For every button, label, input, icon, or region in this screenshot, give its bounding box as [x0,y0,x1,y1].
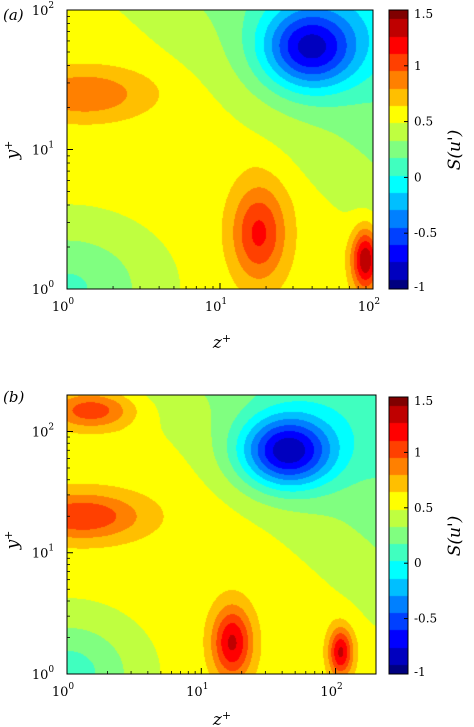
x-tick-base: 10 [186,685,203,700]
x-tick-base: 10 [358,300,375,315]
x-tick-base: 10 [52,300,69,315]
y-tick-exp: 0 [48,280,54,290]
y-tick-base: 10 [32,425,49,440]
colorbar-frame-b [388,396,409,675]
x-tick-label: 102 [320,682,342,700]
colorbar-tick-label: 1.5 [414,394,433,408]
x-tick-base: 10 [320,685,337,700]
x-axis-label-b: z+ [212,709,231,727]
y-tick-label: 100 [32,280,55,298]
colorbar-a [389,10,408,289]
colorbar-tick-label: -1 [414,665,426,679]
plot-frame-b [66,394,377,675]
y-tick-exp: 1 [48,544,54,554]
colorbar-label-b: S(u') [445,516,465,557]
colorbar-tick-label: -0.5 [414,226,437,240]
heatmap-canvas-b [67,395,376,674]
y-tick-exp: 1 [48,141,54,151]
x-tick-exp: 1 [221,297,227,307]
panel-label-a: (a) [3,6,24,24]
y-tick-base: 10 [32,668,49,683]
colorbar-canvas-a [389,10,408,289]
x-tick-base: 10 [205,300,222,315]
x-tick-exp: 2 [337,682,343,692]
colorbar-ticks-a: -1 -0.5 0 0.5 1 1.5 [404,7,437,294]
panel-label-b: (b) [3,388,24,406]
y-tick-base: 10 [32,283,49,298]
y-tick-base: 10 [32,144,49,159]
y-tick-label: 102 [32,1,54,19]
colorbar-tick-label: 0.5 [414,115,433,129]
x-tick-exp: 1 [203,682,209,692]
x-tick-exp: 2 [374,297,380,307]
colorbar-tick-label: 0.5 [414,501,433,515]
colorbar-tick-label: -0.5 [414,612,437,626]
x-tick-label: 102 [358,297,380,315]
heatmap-canvas-a [67,10,373,289]
y-tick-base: 10 [32,547,49,562]
colorbar-label-a: S(u') [445,130,465,171]
y-tick-label: 101 [32,544,54,562]
y-axis-label-a: y+ [2,141,24,161]
y-tick-exp: 2 [48,422,54,432]
heatmap-b [67,395,376,674]
x-ticks-b: 100 101 102 [52,668,377,700]
x-tick-label: 101 [205,297,227,315]
colorbar-tick-label: 1 [414,59,422,73]
colorbar-ticks-b: -1 -0.5 0 0.5 1 1.5 [404,394,437,679]
colorbar-tick-label: 1 [414,445,422,459]
colorbar-tick-label: 1.5 [414,7,433,21]
y-tick-exp: 0 [48,665,54,675]
colorbar-tick-label: -1 [414,280,426,294]
colorbar-b [389,397,408,674]
colorbar-canvas-b [389,397,408,674]
x-tick-base: 10 [52,685,69,700]
x-tick-exp: 0 [68,682,74,692]
colorbar-frame-a [388,9,409,290]
colorbar-tick-label: 0 [414,170,422,184]
colorbar-tick-label: 0 [414,556,422,570]
y-tick-label: 100 [32,665,55,683]
y-tick-exp: 2 [48,1,54,11]
y-tick-label: 101 [32,141,54,159]
x-tick-label: 100 [52,682,75,700]
x-tick-exp: 0 [68,297,74,307]
x-axis-label-a: z+ [212,332,231,354]
x-tick-label: 100 [52,297,75,315]
heatmap-a [67,10,373,289]
y-axis-label-b: y+ [2,531,24,551]
y-tick-label: 102 [32,422,54,440]
x-ticks-a: 100 101 102 [52,283,380,315]
x-tick-label: 101 [186,682,208,700]
y-tick-base: 10 [32,4,49,19]
x-axis-label-a-text: z [212,333,223,353]
